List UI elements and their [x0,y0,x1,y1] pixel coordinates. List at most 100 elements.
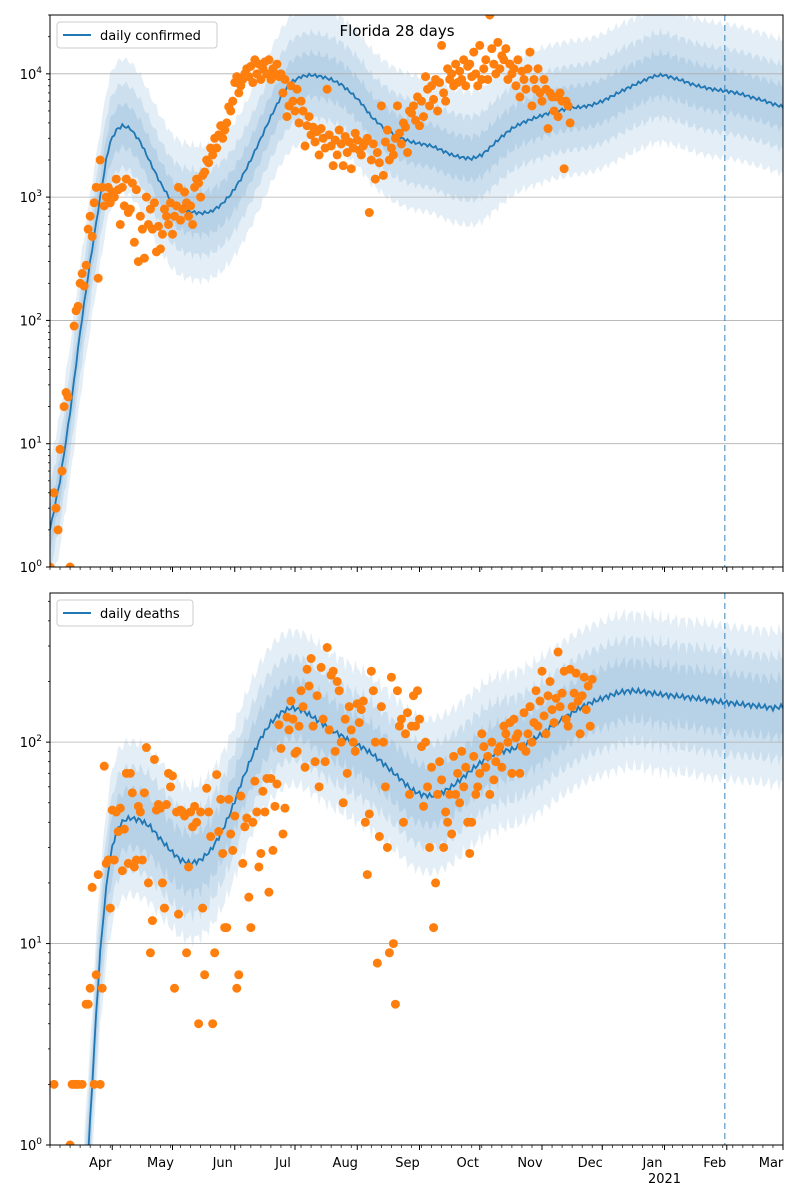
confirmed-axes-frame [49,14,784,568]
data-point [51,503,61,513]
data-point [294,721,304,731]
data-point [228,845,238,855]
data-point [515,92,525,102]
data-point [324,725,334,735]
data-point [200,970,210,980]
data-point [388,150,398,160]
data-point [182,948,192,958]
data-point [575,729,585,739]
data-point [370,737,380,747]
data-point [435,78,445,88]
data-point [194,178,204,188]
deaths-y-ticks: 100 101 102 [20,600,50,1154]
data-point [125,204,135,214]
data-point [519,74,529,84]
data-point [417,96,427,106]
data-point [380,137,390,147]
legend-label: daily deaths [100,607,180,622]
x-tick-label-month: Mar [759,1156,784,1171]
data-point [109,855,119,865]
data-point [334,125,344,135]
data-point [127,178,137,188]
chart-title: Florida 28 days [339,22,454,40]
data-point [276,743,286,753]
data-point [252,807,262,817]
data-point [159,903,169,913]
data-point [234,88,244,98]
data-point [165,782,175,792]
data-point [314,782,324,792]
data-point [85,211,95,221]
data-point [366,155,376,165]
data-point [366,666,376,676]
data-point [50,1079,59,1089]
data-point [340,714,350,724]
data-point [382,842,392,852]
data-point [511,81,521,91]
data-point [533,721,543,731]
data-point [378,170,388,180]
data-point [451,789,461,799]
data-point [380,782,390,792]
data-point [435,757,445,767]
x-tick-label-month: Nov [517,1156,543,1171]
data-point [386,143,396,153]
data-point [206,832,216,842]
x-tick-label-month: Feb [703,1156,726,1171]
data-point [433,106,443,116]
deaths-x-ticks [49,1145,784,1150]
data-point [196,192,206,202]
data-point [65,1140,75,1145]
data-point [117,182,127,192]
x-tick-label-month: Jul [274,1156,291,1171]
data-point [404,789,414,799]
axes-frame-rect [49,592,784,1146]
data-point [362,870,372,880]
data-point [394,128,404,138]
data-point [95,1079,105,1089]
data-point [210,948,220,958]
data-point [376,702,386,712]
data-point [489,775,499,785]
data-point [328,161,338,171]
data-point [222,923,232,933]
data-point [479,64,489,74]
deaths-axes-frame [49,592,784,1146]
data-point [551,693,561,703]
data-point [487,737,497,747]
data-point [246,61,256,71]
data-point [157,878,167,888]
data-point [479,742,489,752]
data-point [392,101,402,111]
data-point [400,729,410,739]
data-point [298,106,308,116]
y-tick-label: 103 [20,189,42,206]
data-point [272,779,282,789]
model-line-path [87,686,783,1145]
data-point [278,88,288,98]
data-point [188,219,198,229]
data-point [465,848,475,858]
data-point [364,208,374,218]
data-point [503,737,513,747]
data-point [350,128,360,138]
data-point [336,139,346,149]
data-point [248,78,258,88]
x-tick-label-month: Aug [333,1156,358,1171]
data-point [95,155,105,165]
data-point [388,939,398,949]
data-point [577,691,587,701]
data-point [170,983,180,993]
deaths-gridlines [50,741,783,944]
data-point [491,757,501,767]
y-tick-label: 100 [20,559,43,576]
data-point [83,224,93,234]
data-point [65,562,75,567]
data-point [332,676,342,686]
data-point [501,44,511,54]
data-point [453,768,463,778]
data-point [497,762,507,772]
data-point [135,807,145,817]
data-point [583,681,593,691]
data-point [264,887,274,897]
